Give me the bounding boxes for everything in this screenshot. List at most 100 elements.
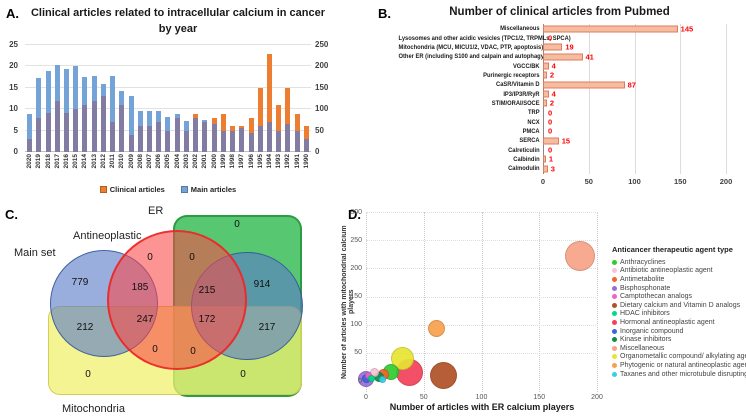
year-bar-slot — [90, 45, 99, 152]
bar-overlap-segment — [257, 126, 263, 152]
panel-b-pubmed-articles: B. Number of clinical articles from Pubm… — [373, 0, 746, 205]
bar-top-segment — [45, 70, 51, 114]
year-tick-label: 1996 — [247, 154, 255, 169]
year-bar-slot — [34, 45, 43, 152]
venn-value-main-er: 914 — [253, 279, 271, 290]
bar-overlap-segment — [137, 126, 143, 152]
gridline — [25, 108, 311, 110]
bar-top-segment — [266, 53, 272, 123]
bar-overlap-segment — [91, 100, 97, 152]
value-label: 2 — [549, 98, 554, 108]
year-tick: 1991 — [293, 154, 302, 181]
legend-label: Kinase inhibitors — [620, 336, 672, 344]
gridline — [25, 65, 311, 67]
category-row-other-er-including-s100-and-calpain-and-autophagy: Other ER (including S100 and calpain and… — [373, 52, 746, 61]
year-bar-1993 — [276, 104, 282, 152]
legend-item-organometallic-compound-alkylating-agent: Organometallic compound/ alkylating agen… — [612, 353, 746, 362]
legend-dot — [612, 345, 617, 351]
value-bar — [543, 99, 547, 107]
bar-overlap-segment — [64, 113, 69, 152]
year-tick: 2013 — [90, 154, 99, 181]
year-tick-label: 2016 — [63, 154, 70, 169]
legend-item-phytogenic-or-natural-antineoplastic-agent: Phytogenic or natural antineoplastic age… — [612, 361, 746, 370]
year-bar-slot — [62, 45, 71, 152]
year-tick: 2017 — [53, 154, 62, 181]
year-tick: 1996 — [246, 154, 255, 181]
panel-a-bars — [25, 45, 311, 152]
bar-overlap-segment — [193, 117, 199, 152]
year-bar-1992 — [285, 87, 291, 152]
panel-label-c: C. — [5, 207, 18, 222]
bar-track: 0 — [543, 108, 738, 117]
legend-item-hdac-inhibitors: HDAC inhibitors — [612, 310, 746, 319]
legend-dot — [612, 328, 617, 334]
year-bar-1991 — [294, 113, 300, 152]
left-tick-label: 0 — [13, 147, 18, 156]
bar-top-segment — [82, 77, 88, 105]
year-bar-1998 — [230, 126, 236, 152]
venn-value-antineoplastic-only: 0 — [147, 252, 153, 263]
gridline — [25, 86, 311, 88]
category-label: Miscellaneous — [500, 25, 540, 33]
year-tick: 2015 — [71, 154, 80, 181]
bar-top-segment — [193, 113, 199, 118]
year-tick-label: 2019 — [35, 154, 43, 169]
year-tick-label: 1990 — [302, 154, 310, 169]
year-tick: 2006 — [154, 154, 163, 181]
year-tick-label: 1999 — [219, 154, 227, 169]
bar-overlap-segment — [110, 122, 116, 152]
year-bar-1996 — [248, 117, 254, 152]
category-label: Mitochondria (MCU, MICU1/2, VDAC, PTP, a… — [398, 43, 544, 51]
legend-dot — [612, 354, 617, 360]
category-row-serca: SERCA 15 — [373, 136, 746, 145]
category-row-trp: TRP 0 — [373, 108, 746, 117]
panel-d-bubble-chart: D. Number of articles with mitochondrial… — [340, 205, 746, 420]
venn-value-antineoplastic-er: 0 — [189, 252, 195, 263]
bar-top-segment — [165, 116, 171, 131]
year-bar-1995 — [257, 87, 263, 152]
legend-item-main-articles: Main articles — [180, 185, 236, 194]
year-tick-label: 2003 — [182, 154, 190, 169]
bar-top-segment — [285, 87, 291, 125]
bar-overlap-segment — [165, 130, 171, 152]
year-bar-2012 — [100, 83, 106, 152]
year-bar-2001 — [202, 120, 208, 152]
bar-track: 0 — [543, 33, 738, 43]
gridline-y-250 — [366, 240, 598, 242]
year-bar-slot — [173, 45, 182, 152]
bar-track: 2 — [543, 99, 738, 108]
category-row-purinergic-receptors: Purinergic receptors 2 — [373, 71, 746, 80]
value-bar — [543, 25, 678, 33]
value-label: 19 — [565, 42, 574, 52]
value-label: 145 — [680, 24, 694, 34]
year-bar-2014 — [82, 77, 88, 152]
year-bar-2010 — [119, 91, 125, 152]
x-tick-label: 0 — [540, 177, 546, 186]
legend-dot — [612, 362, 617, 368]
venn-label-antineoplastic: Antineoplastic — [73, 230, 142, 242]
venn-value-er-mitochondria: 0 — [240, 369, 246, 380]
legend-item-clinical-articles: Clinical articles — [99, 185, 165, 194]
year-tick-label: 1998 — [229, 154, 237, 169]
gridline-x-50 — [588, 24, 590, 174]
venn-label-er: ER — [148, 205, 164, 217]
gridline-y-50 — [366, 352, 598, 354]
year-bar-slot — [274, 45, 283, 152]
left-tick-label: 15 — [9, 82, 18, 92]
bar-top-segment — [248, 117, 254, 133]
legend-item-anthracyclines: Anthracyclines — [612, 258, 746, 267]
year-tick-label: 2010 — [118, 154, 126, 169]
bar-track: 0 — [543, 145, 738, 155]
bar-track: 87 — [543, 80, 738, 89]
bar-track: 15 — [543, 136, 738, 145]
year-tick-label: 1993 — [275, 154, 283, 169]
bar-top-segment — [202, 120, 208, 123]
right-tick-label: 200 — [315, 61, 329, 71]
category-row-pmca: PMCA 0 — [373, 127, 746, 136]
year-tick: 2012 — [99, 154, 108, 181]
year-tick-label: 2002 — [192, 154, 200, 169]
legend-label: Camptothecan analogs — [620, 293, 692, 301]
bar-top-segment — [220, 113, 226, 131]
y-tick-label: 150 — [350, 293, 362, 300]
year-bar-2009 — [128, 96, 134, 152]
